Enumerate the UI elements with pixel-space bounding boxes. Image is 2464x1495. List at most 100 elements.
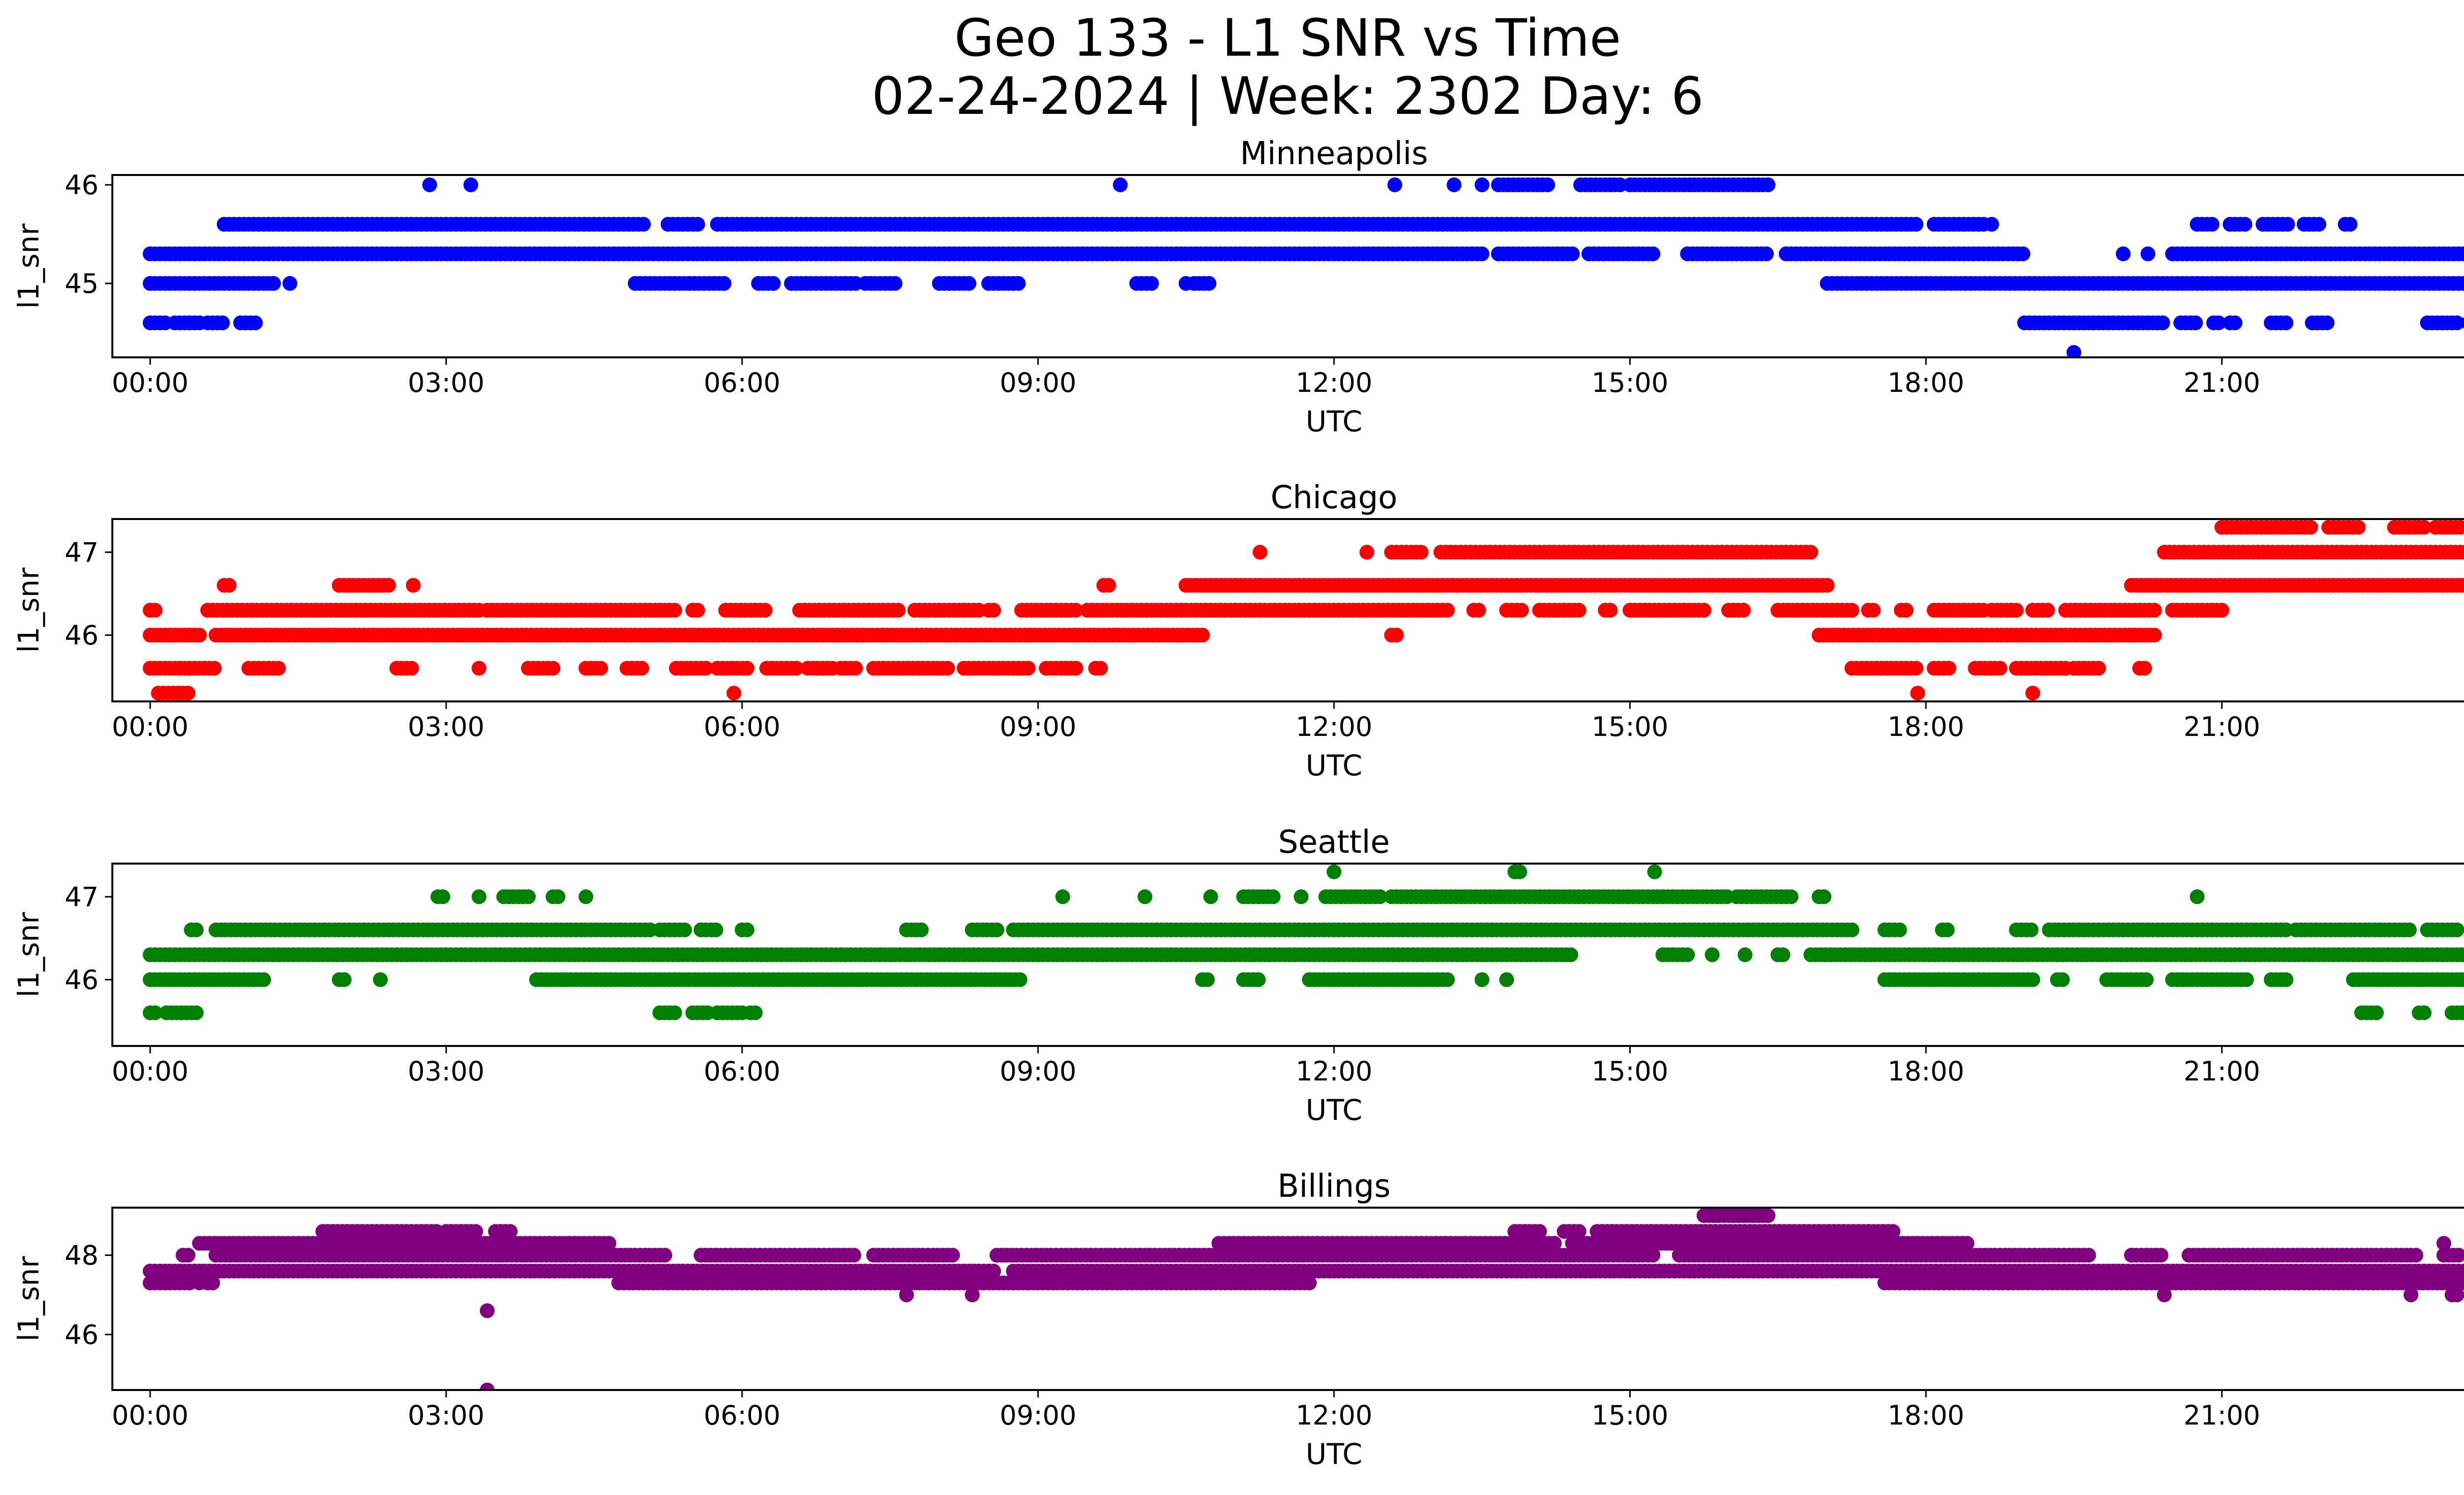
y-tick-label: 46 <box>65 964 99 995</box>
data-point <box>1866 603 1881 618</box>
data-point <box>739 922 754 938</box>
minneapolis-title: Minneapolis <box>1240 136 1428 172</box>
data-point <box>1294 889 1309 904</box>
seattle-x-axis-label: UTC <box>1306 1093 1363 1127</box>
data-point <box>2417 1005 2432 1020</box>
data-point <box>1372 889 1388 904</box>
y-tick-label: 46 <box>65 620 99 651</box>
data-point <box>1512 864 1527 879</box>
data-point <box>2456 276 2464 291</box>
data-point <box>147 1005 163 1020</box>
data-point <box>463 177 479 192</box>
data-point <box>1565 246 1580 261</box>
data-point <box>472 889 486 904</box>
data-point <box>2417 520 2432 535</box>
data-point <box>1738 947 1753 962</box>
data-point <box>2451 1248 2464 1263</box>
data-point <box>2303 520 2318 535</box>
data-point <box>147 603 163 618</box>
data-point <box>266 276 281 291</box>
x-tick-label: 21:00 <box>2184 367 2260 398</box>
data-point <box>2081 1248 2096 1263</box>
data-point <box>282 276 298 291</box>
data-point <box>2453 520 2464 535</box>
x-tick-label: 18:00 <box>1887 711 1964 742</box>
data-point <box>2155 315 2170 330</box>
x-tick-label: 00:00 <box>112 711 189 742</box>
data-point <box>1941 661 1956 676</box>
data-point <box>521 889 536 904</box>
data-point <box>990 922 1004 938</box>
data-point <box>1327 864 1341 879</box>
data-point <box>1603 603 1618 618</box>
data-point <box>1760 177 1776 192</box>
data-point <box>180 1248 196 1263</box>
data-point <box>1011 276 1026 291</box>
x-tick-label: 09:00 <box>1000 1056 1077 1087</box>
data-point <box>1359 545 1374 560</box>
data-point <box>1572 1224 1587 1239</box>
figure-title-line-2: 02-24-2024 | Week: 2302 Day: 6 <box>871 66 1704 126</box>
data-point <box>1068 603 1084 618</box>
data-point <box>2016 246 2030 261</box>
data-point <box>2188 315 2203 330</box>
data-point <box>468 1224 483 1239</box>
x-tick-label: 21:00 <box>2184 1056 2260 1087</box>
figure-title: Geo 133 - L1 SNR vs Time 02-24-2024 | We… <box>0 9 2464 125</box>
data-point <box>1910 686 1925 701</box>
data-point <box>1736 603 1751 618</box>
chicago-y-axis-label: l1_snr <box>12 567 45 653</box>
data-point <box>1252 545 1267 560</box>
data-point <box>2055 972 2070 987</box>
data-point <box>1760 1208 1776 1223</box>
data-point <box>206 661 222 676</box>
data-point <box>1547 1236 1562 1251</box>
data-point <box>1816 889 1832 904</box>
seattle-markers <box>142 864 2464 1020</box>
data-point <box>1413 545 1429 560</box>
data-point <box>1563 947 1578 962</box>
data-point <box>1389 627 1404 643</box>
data-point <box>1783 889 1799 904</box>
data-point <box>1195 627 1210 643</box>
data-point <box>1572 603 1587 618</box>
x-tick-label: 12:00 <box>1296 367 1372 398</box>
data-point <box>2311 217 2327 232</box>
data-point <box>634 661 650 676</box>
data-point <box>1940 922 1955 938</box>
x-tick-label: 21:00 <box>2184 711 2260 742</box>
data-point <box>1984 217 1999 232</box>
data-point <box>271 661 286 676</box>
data-point <box>1387 177 1403 192</box>
data-point <box>945 1248 960 1263</box>
data-point <box>2463 548 2464 556</box>
data-point <box>2461 278 2464 289</box>
data-point <box>2402 922 2417 938</box>
data-point <box>2139 972 2154 987</box>
data-point <box>986 1263 1001 1279</box>
data-point <box>940 661 955 676</box>
data-point <box>914 922 929 938</box>
data-point <box>546 661 561 676</box>
x-tick-label: 00:00 <box>112 367 189 398</box>
data-point <box>2137 661 2152 676</box>
minneapolis-axes-frame <box>111 174 2464 358</box>
data-point <box>2140 246 2156 261</box>
data-point <box>890 603 906 618</box>
data-point <box>2456 246 2464 261</box>
seattle-title: Seattle <box>1278 824 1390 861</box>
data-point <box>690 217 705 232</box>
data-point <box>1885 1224 1901 1239</box>
data-point <box>503 1224 518 1239</box>
data-point <box>189 1005 204 1020</box>
data-point <box>2147 627 2162 643</box>
data-point <box>2456 1263 2464 1279</box>
data-point <box>2449 922 2464 938</box>
data-point <box>2278 315 2293 330</box>
data-point <box>2449 315 2464 330</box>
chicago-title: Chicago <box>1270 480 1397 516</box>
x-tick-label: 03:00 <box>408 367 484 398</box>
data-point <box>2461 1265 2464 1277</box>
